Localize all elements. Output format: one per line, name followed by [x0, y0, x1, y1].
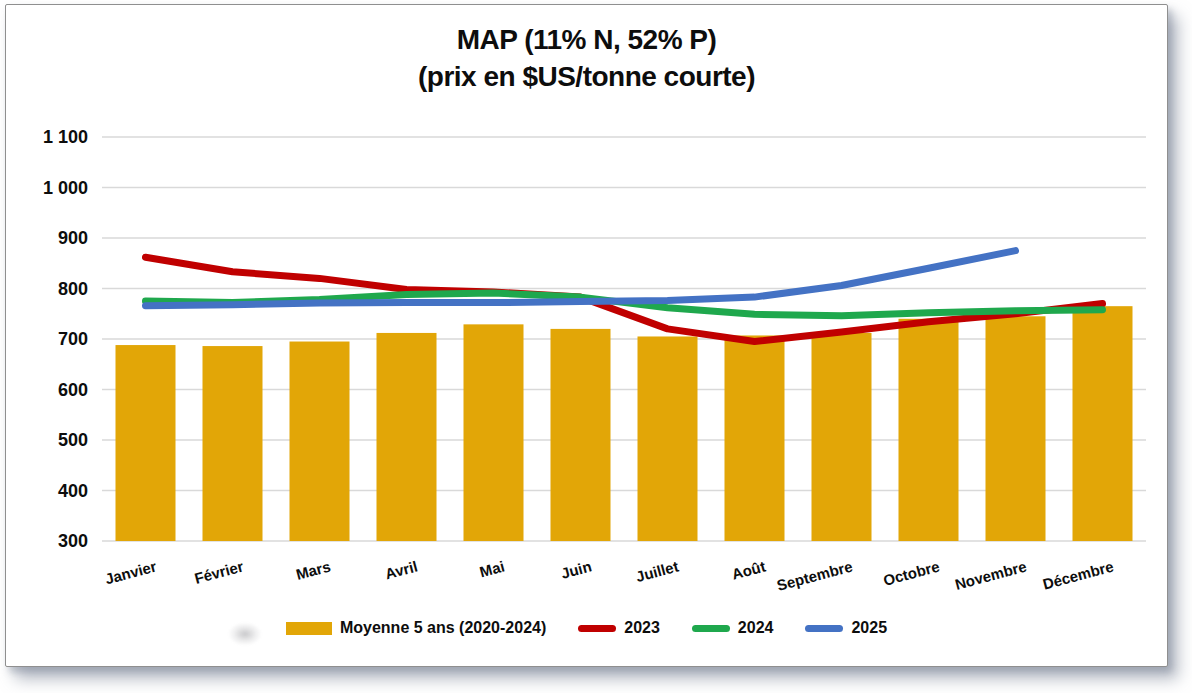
bar-Avril: [377, 333, 437, 541]
legend-label-2025: 2025: [851, 619, 887, 637]
legend-swatch-2023-line: [578, 625, 616, 632]
chart-plot-area: 300 400 500 600 700 800 900 1 000 1 100 Janvier Fé…: [6, 5, 1166, 665]
bar-Décembre: [1073, 306, 1133, 541]
legend-item-2023: 2023: [578, 619, 660, 637]
x-tick-label-Juillet: Juillet: [634, 557, 680, 585]
y-tick-label-900: 900: [58, 228, 88, 248]
legend-swatch-2024-line: [692, 625, 730, 632]
smudge-artifact: [229, 623, 261, 645]
legend-label-moyenne: Moyenne 5 ans (2020-2024): [340, 619, 546, 637]
y-tick-label-1100: 1 100: [43, 127, 88, 147]
bar-Mai: [464, 324, 524, 541]
y-tick-label-300: 300: [58, 531, 88, 551]
legend-swatch-2025-line: [805, 625, 843, 632]
x-tick-label-Mars: Mars: [294, 557, 332, 582]
chart-legend: Moyenne 5 ans (2020-2024) 2023 2024 2025: [6, 619, 1167, 637]
x-tick-label-Février: Février: [193, 557, 246, 586]
y-tick-label-1000: 1 000: [43, 178, 88, 198]
legend-label-2023: 2023: [624, 619, 660, 637]
x-tick-label-Octobre: Octobre: [881, 557, 941, 588]
x-tick-label-Juin: Juin: [559, 557, 593, 581]
x-tick-label-Novembre: Novembre: [953, 557, 1028, 592]
bar-Octobre: [899, 319, 959, 541]
bar-Mars: [290, 342, 350, 541]
slide-canvas: MAP (11% N, 52% P) (prix en $US/tonne co…: [5, 4, 1168, 667]
legend-swatch-moyenne-bar: [286, 622, 332, 635]
bar-Février: [203, 346, 263, 541]
x-tick-label-Août: Août: [730, 557, 767, 582]
bar-Novembre: [986, 316, 1046, 541]
bar-Septembre: [812, 333, 872, 541]
x-tick-label-Avril: Avril: [383, 557, 419, 582]
x-tick-label-Septembre: Septembre: [775, 557, 854, 593]
x-tick-label-Mai: Mai: [478, 557, 507, 580]
x-tick-label-Décembre: Décembre: [1041, 557, 1115, 592]
y-tick-label-600: 600: [58, 380, 88, 400]
legend-item-2025: 2025: [805, 619, 887, 637]
bar-Août: [725, 335, 785, 541]
x-tick-label-Janvier: Janvier: [103, 557, 158, 587]
legend-item-moyenne: Moyenne 5 ans (2020-2024): [286, 619, 546, 637]
legend-item-2024: 2024: [692, 619, 774, 637]
y-tick-label-800: 800: [58, 279, 88, 299]
y-tick-label-400: 400: [58, 481, 88, 501]
legend-label-2024: 2024: [738, 619, 774, 637]
y-tick-label-500: 500: [58, 430, 88, 450]
y-tick-label-700: 700: [58, 329, 88, 349]
bar-Janvier: [116, 345, 176, 541]
bar-Juillet: [638, 336, 698, 541]
bar-Juin: [551, 329, 611, 541]
